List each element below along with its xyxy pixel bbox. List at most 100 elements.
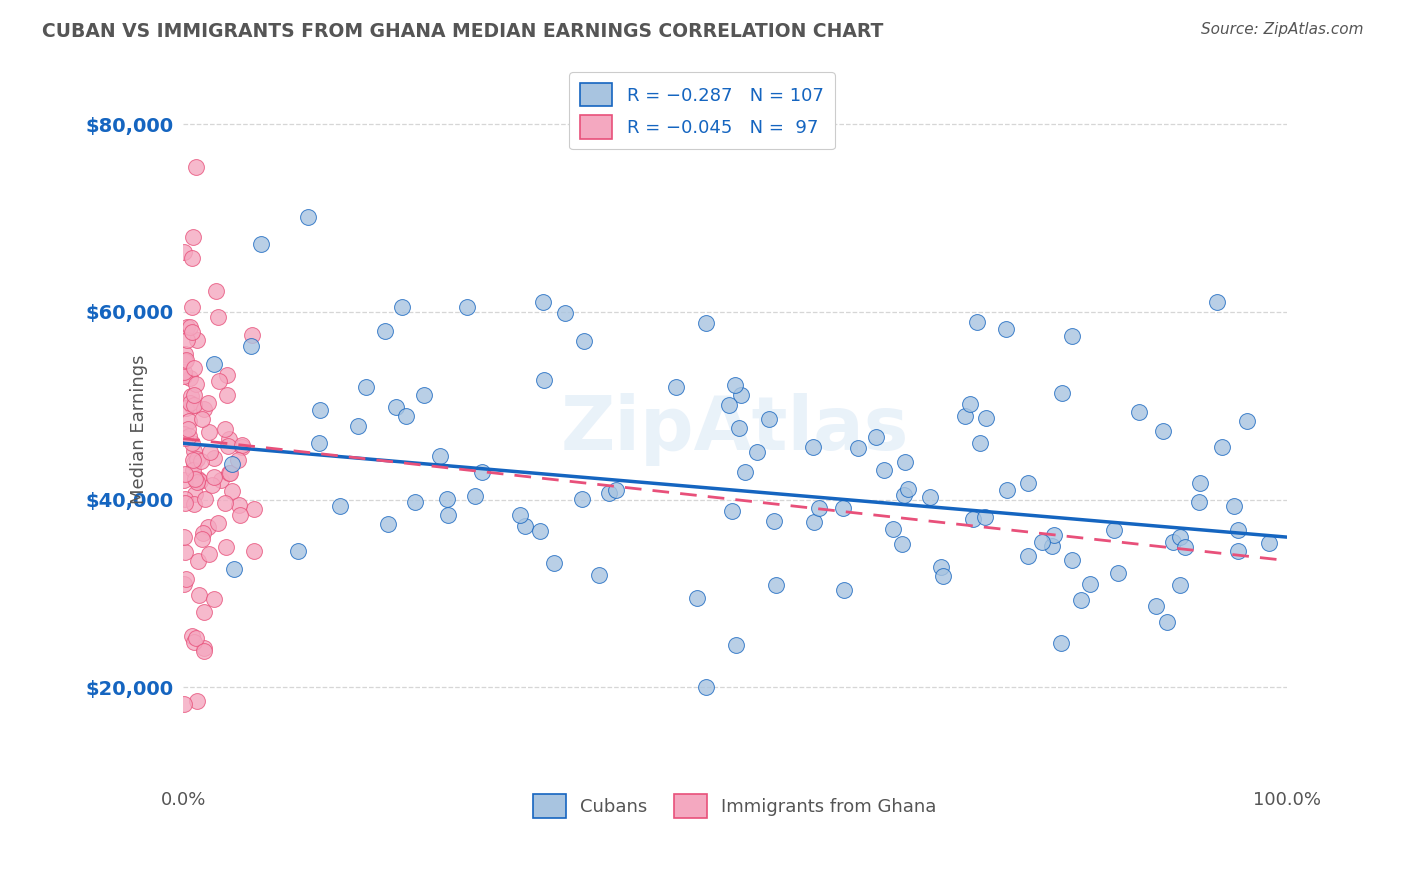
Point <box>1031 534 1053 549</box>
Point <box>718 398 741 412</box>
Point <box>413 388 436 402</box>
Point <box>808 500 831 515</box>
Point <box>464 488 486 502</box>
Point <box>959 397 981 411</box>
Point <box>177 429 200 443</box>
Point <box>184 632 207 646</box>
Point <box>1102 523 1125 537</box>
Point <box>686 591 709 605</box>
Point <box>1206 295 1229 310</box>
Point <box>174 496 197 510</box>
Point <box>186 694 208 708</box>
Point <box>1062 328 1084 343</box>
Point <box>173 530 195 544</box>
Point <box>962 512 984 526</box>
Point <box>215 540 238 554</box>
Point <box>533 373 555 387</box>
Point <box>436 508 458 522</box>
Point <box>180 629 202 643</box>
Point <box>193 605 215 619</box>
Point <box>976 411 998 425</box>
Point <box>598 485 620 500</box>
Point <box>1128 404 1150 418</box>
Point <box>1050 386 1073 401</box>
Point <box>186 452 208 467</box>
Point <box>695 317 717 331</box>
Point <box>572 334 595 348</box>
Point <box>309 403 332 417</box>
Point <box>202 592 225 607</box>
Point <box>456 300 478 314</box>
Point <box>193 640 215 655</box>
Point <box>665 380 688 394</box>
Point <box>219 467 242 481</box>
Point <box>250 236 273 251</box>
Point <box>1152 424 1174 438</box>
Point <box>226 452 249 467</box>
Point <box>183 635 205 649</box>
Point <box>193 402 215 417</box>
Point <box>728 421 751 435</box>
Point <box>181 300 204 314</box>
Point <box>173 244 195 259</box>
Point <box>222 562 245 576</box>
Point <box>1078 577 1101 591</box>
Text: CUBAN VS IMMIGRANTS FROM GHANA MEDIAN EARNINGS CORRELATION CHART: CUBAN VS IMMIGRANTS FROM GHANA MEDIAN EA… <box>42 22 883 41</box>
Point <box>194 492 217 507</box>
Point <box>882 522 904 536</box>
Point <box>730 388 752 402</box>
Point <box>173 427 195 442</box>
Point <box>1070 592 1092 607</box>
Point <box>1236 414 1258 428</box>
Point <box>208 374 231 388</box>
Point <box>297 211 319 225</box>
Point <box>207 516 229 531</box>
Point <box>1223 500 1246 514</box>
Point <box>174 573 197 587</box>
Point <box>218 433 240 447</box>
Point <box>183 387 205 401</box>
Point <box>929 559 952 574</box>
Point <box>173 365 195 379</box>
Point <box>1040 539 1063 553</box>
Point <box>209 473 232 487</box>
Point <box>953 409 976 424</box>
Point <box>193 644 215 658</box>
Point <box>173 473 195 487</box>
Point <box>1062 553 1084 567</box>
Point <box>173 347 195 361</box>
Point <box>832 582 855 597</box>
Point <box>188 588 211 602</box>
Point <box>1043 528 1066 542</box>
Point <box>429 449 451 463</box>
Point <box>846 442 869 456</box>
Point <box>377 516 399 531</box>
Point <box>181 229 204 244</box>
Point <box>893 488 915 502</box>
Point <box>724 639 747 653</box>
Point <box>1258 535 1281 549</box>
Point <box>183 497 205 511</box>
Point <box>894 455 917 469</box>
Point <box>1156 615 1178 630</box>
Point <box>181 463 204 477</box>
Point <box>374 324 396 338</box>
Point <box>239 339 262 353</box>
Point <box>391 300 413 314</box>
Point <box>1174 540 1197 554</box>
Point <box>1170 530 1192 544</box>
Point <box>890 537 912 551</box>
Point <box>207 310 229 324</box>
Point <box>176 352 198 367</box>
Point <box>221 484 243 499</box>
Point <box>531 295 554 310</box>
Text: Source: ZipAtlas.com: Source: ZipAtlas.com <box>1201 22 1364 37</box>
Point <box>180 399 202 413</box>
Point <box>174 354 197 368</box>
Point <box>588 567 610 582</box>
Point <box>1017 549 1039 563</box>
Point <box>180 389 202 403</box>
Point <box>308 436 330 450</box>
Point <box>186 333 208 347</box>
Point <box>571 492 593 507</box>
